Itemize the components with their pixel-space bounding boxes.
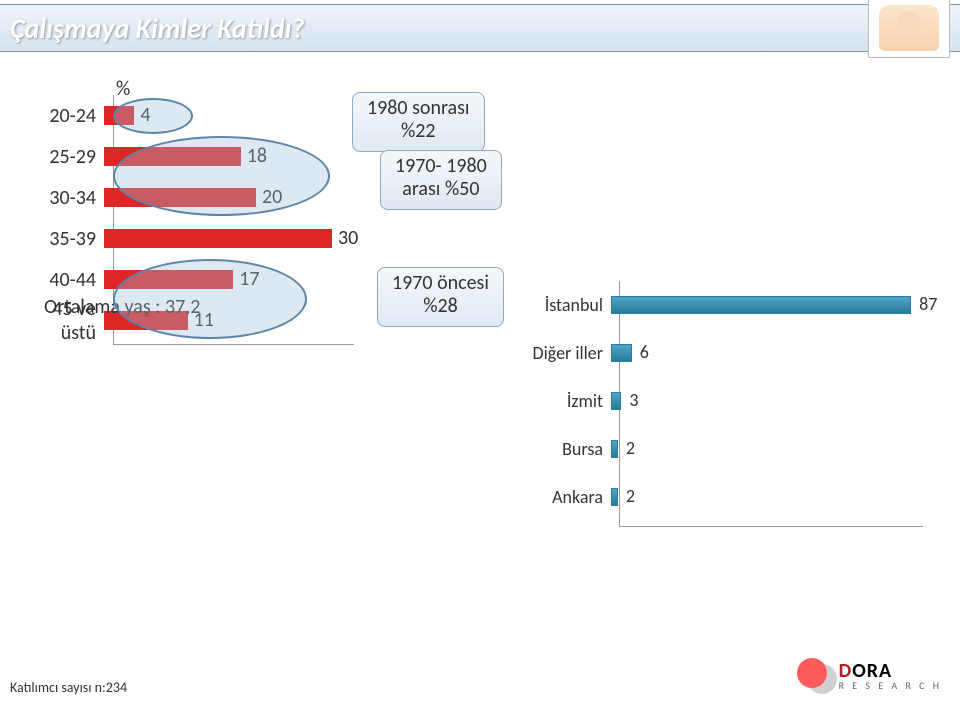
brand-logo: DORA R E S E A R C H	[797, 658, 942, 694]
callout-3-line1: 1970 öncesi	[392, 271, 489, 295]
callout-1980-after: 1980 sonrası %22	[352, 92, 485, 152]
sample-size-note: Katılımcı sayısı n:234	[10, 679, 127, 696]
callout-2-line2: arası %50	[402, 177, 479, 201]
callout-1-line1: 1980 sonrası	[367, 96, 470, 120]
city-row: İzmit 3	[515, 377, 945, 425]
city-row: Diğer iller 6	[515, 329, 945, 377]
city-value: 2	[626, 437, 635, 459]
city-label: Bursa	[515, 438, 611, 460]
city-label: Ankara	[515, 486, 611, 508]
logo-sub-text: R E S E A R C H	[839, 681, 942, 691]
city-bar	[611, 488, 618, 506]
city-value: 2	[626, 485, 635, 507]
logo-main-text: DORA	[839, 661, 942, 681]
callout-1970-before: 1970 öncesi %28	[377, 267, 504, 327]
city-row: İstanbul 87	[515, 281, 945, 329]
city-bar-area: 2	[611, 473, 945, 521]
callout-3-line2: %28	[423, 294, 458, 318]
logo-mark-icon	[797, 658, 833, 694]
age-row: 35-3930	[18, 218, 348, 259]
header-thumbnail	[868, 0, 950, 58]
city-x-axis	[619, 526, 923, 527]
baby-photo-placeholder	[879, 5, 939, 51]
age-bar	[104, 229, 332, 248]
city-distribution-chart: İstanbul87Diğer iller6İzmit3Bursa2Ankara…	[515, 281, 945, 521]
city-bar	[611, 296, 911, 314]
city-bar	[611, 392, 621, 410]
city-bar-area: 6	[611, 329, 945, 377]
city-bar-area: 2	[611, 425, 945, 473]
city-bar-area: 3	[611, 377, 945, 425]
city-label: Diğer iller	[515, 342, 611, 364]
ellipse-group-3	[113, 259, 307, 339]
age-label: 35-39	[18, 227, 104, 251]
city-value: 6	[640, 341, 649, 363]
city-bar	[611, 440, 618, 458]
age-x-axis	[113, 344, 354, 345]
logo-text: DORA R E S E A R C H	[839, 661, 942, 691]
age-label: 40-44	[18, 268, 104, 292]
city-row: Ankara 2	[515, 473, 945, 521]
city-value: 87	[919, 293, 937, 315]
age-label: 25-29	[18, 145, 104, 169]
ellipse-group-1	[113, 98, 193, 134]
callout-1970-1980: 1970- 1980 arası %50	[380, 150, 502, 210]
city-label: İstanbul	[515, 294, 611, 316]
callout-2-line1: 1970- 1980	[395, 154, 487, 178]
city-value: 3	[629, 389, 638, 411]
ellipse-group-2	[113, 136, 330, 216]
header-bar: Çalışmaya Kimler Katıldı?	[0, 4, 960, 52]
city-row: Bursa 2	[515, 425, 945, 473]
city-bar-area: 87	[611, 281, 945, 329]
page-title: Çalışmaya Kimler Katıldı?	[10, 11, 305, 46]
age-bar-area: 30	[104, 218, 348, 259]
callout-1-line2: %22	[401, 119, 436, 143]
age-value: 30	[338, 226, 358, 250]
age-label: 30-34	[18, 186, 104, 210]
age-label: 20-24	[18, 104, 104, 128]
city-label: İzmit	[515, 390, 611, 412]
city-bar	[611, 344, 632, 362]
